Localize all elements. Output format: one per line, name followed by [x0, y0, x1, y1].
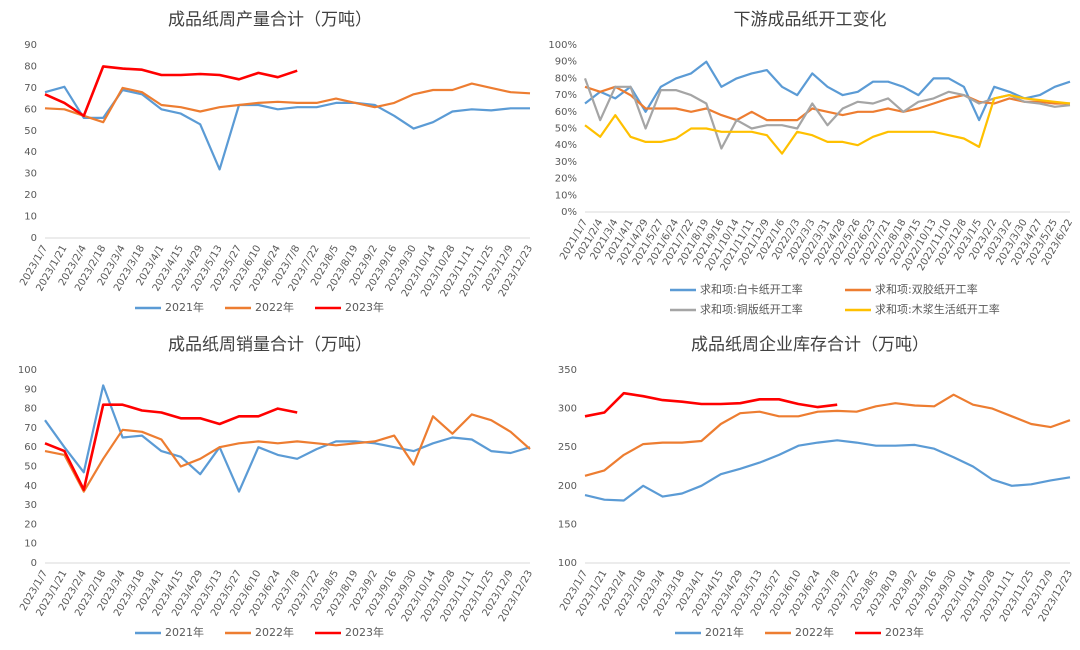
series-line — [584, 393, 1071, 477]
series-line — [44, 384, 531, 493]
series-line — [584, 94, 1071, 155]
y-tick-label: 80% — [555, 73, 577, 84]
y-tick-label: 60 — [24, 442, 37, 453]
legend-label: 求和项:木浆生活纸开工率 — [875, 302, 1000, 316]
legend-label: 求和项:双胶纸开工率 — [875, 282, 978, 296]
y-tick-label: 20% — [555, 174, 577, 185]
chart-panel: 成品纸周企业库存合计（万吨）1001502002503003502023/1/7… — [558, 335, 1075, 639]
y-tick-label: 90 — [24, 384, 37, 395]
legend-label: 2022年 — [255, 625, 294, 639]
y-tick-label: 50 — [24, 462, 37, 473]
y-tick-label: 0% — [561, 207, 577, 218]
y-tick-label: 100 — [18, 365, 37, 376]
legend-item: 2022年 — [225, 625, 294, 639]
legend-label: 2021年 — [165, 300, 204, 314]
legend-label: 2023年 — [345, 625, 384, 639]
y-tick-label: 20 — [24, 190, 37, 201]
chart-title: 成品纸周销量合计（万吨） — [168, 335, 372, 355]
series-line — [584, 391, 838, 418]
y-tick-label: 40% — [555, 140, 577, 151]
y-tick-label: 20 — [24, 519, 37, 530]
chart-title: 成品纸周企业库存合计（万吨） — [691, 335, 929, 355]
legend-item: 2023年 — [855, 625, 924, 639]
legend-item: 2023年 — [315, 300, 384, 314]
y-tick-label: 60% — [555, 107, 577, 118]
y-tick-label: 70% — [555, 90, 577, 101]
series-line — [44, 65, 298, 118]
legend-item: 2021年 — [135, 300, 204, 314]
y-tick-label: 80 — [24, 61, 37, 72]
y-tick-label: 10 — [24, 212, 37, 223]
chart-panel: 成品纸周产量合计（万吨）01020304050607080902023/1/72… — [18, 10, 535, 314]
y-tick-label: 60 — [24, 104, 37, 115]
legend-label: 求和项:白卡纸开工率 — [700, 282, 803, 296]
series-line — [44, 413, 531, 493]
legend-item: 2021年 — [675, 625, 744, 639]
y-tick-label: 100% — [548, 40, 577, 51]
series-line — [44, 85, 530, 171]
legend-label: 求和项:铜版纸开工率 — [700, 302, 803, 316]
legend-item: 求和项:双胶纸开工率 — [845, 282, 978, 296]
legend-item: 求和项:铜版纸开工率 — [670, 302, 803, 316]
legend-label: 2023年 — [345, 300, 384, 314]
chart-title: 成品纸周产量合计（万吨） — [168, 10, 372, 30]
y-tick-label: 10 — [24, 539, 37, 550]
series-line — [44, 82, 531, 124]
y-tick-label: 40 — [24, 481, 37, 492]
y-tick-label: 10% — [555, 190, 577, 201]
series-line — [584, 85, 1070, 122]
legend-item: 2021年 — [135, 625, 204, 639]
series-line — [584, 439, 1071, 502]
legend-item: 2023年 — [315, 625, 384, 639]
y-tick-label: 150 — [558, 519, 577, 530]
legend-label: 2022年 — [795, 625, 834, 639]
legend-label: 2021年 — [705, 625, 744, 639]
chart-panel: 成品纸周销量合计（万吨）01020304050607080901002023/1… — [18, 335, 535, 639]
y-tick-label: 90 — [24, 40, 37, 51]
y-tick-label: 0 — [31, 233, 37, 244]
chart-panel: 下游成品纸开工变化 0% 10% 20% 30% 40% 50% 60% 70% 80% 90% 10… — [548, 10, 1075, 316]
legend-item: 2022年 — [225, 300, 294, 314]
y-tick-label: 200 — [558, 481, 577, 492]
legend-item: 2022年 — [765, 625, 834, 639]
y-tick-label: 300 — [558, 404, 577, 415]
legend-item: 求和项:白卡纸开工率 — [670, 282, 803, 296]
series-line — [44, 403, 298, 491]
y-tick-label: 30 — [24, 500, 37, 511]
legend-label: 2022年 — [255, 300, 294, 314]
legend-item: 求和项:木浆生活纸开工率 — [845, 302, 1000, 316]
y-tick-label: 30% — [555, 157, 577, 168]
y-tick-label: 350 — [558, 365, 577, 376]
series-line — [583, 78, 1071, 150]
legend-label: 2021年 — [165, 625, 204, 639]
y-tick-label: 50% — [555, 124, 577, 135]
y-tick-label: 70 — [24, 83, 37, 94]
y-tick-label: 80 — [24, 404, 37, 415]
y-tick-label: 40 — [24, 147, 37, 158]
y-tick-label: 30 — [24, 169, 37, 180]
chart-title: 下游成品纸开工变化 — [734, 10, 887, 30]
y-tick-label: 250 — [558, 442, 577, 453]
y-tick-label: 100 — [558, 558, 577, 569]
y-tick-label: 70 — [24, 423, 37, 434]
y-tick-label: 90% — [555, 57, 577, 68]
y-tick-label: 50 — [24, 126, 37, 137]
y-tick-label: 0 — [31, 558, 37, 569]
legend-label: 2023年 — [885, 625, 924, 639]
series-line — [584, 60, 1071, 122]
